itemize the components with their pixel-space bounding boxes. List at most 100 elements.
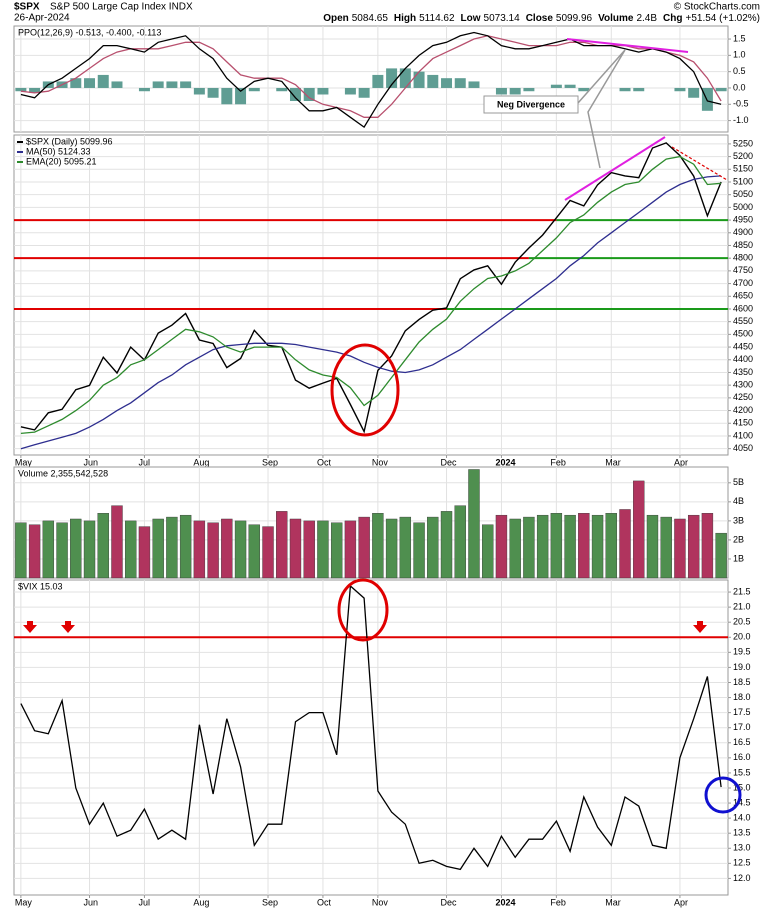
volume-bar [207,522,219,579]
y-tick-label: 4950 [733,214,753,224]
index-name: S&P 500 Large Cap Index INDX [50,2,193,13]
y-tick-label: 4750 [733,265,753,275]
volume-bar [564,514,576,579]
volume-bar [660,516,672,579]
y-tick-label: 4050 [733,443,753,453]
y-tick-label: 4650 [733,291,753,301]
histogram-bar [84,78,96,88]
y-tick-label: 12.5 [733,858,751,868]
y-tick-label: 16.0 [733,752,751,762]
panel [13,579,729,896]
volume-bar [248,524,260,579]
histogram-bar [317,87,329,95]
volume-bar [427,516,439,579]
volume-bar [221,518,233,579]
y-tick-label: 21.5 [733,586,751,596]
histogram-bar [29,87,41,93]
volume-bar [179,514,192,579]
histogram-bar [715,87,727,92]
x-tick-label: Oct [317,897,332,907]
x-tick-label: Feb [550,897,566,907]
histogram-bar [235,87,247,105]
y-tick-label: 16.5 [733,737,751,747]
volume-bar [701,513,714,579]
volume-bar [56,522,68,579]
histogram-bar [495,87,507,95]
y-tick-label: 5B [733,477,744,487]
x-tick-label: 2024 [495,457,515,467]
histogram-bar [427,74,439,88]
histogram-bar [138,87,150,92]
histogram-bar [550,84,562,88]
panel-title: $VIX 15.03 [18,581,63,591]
y-tick-label: 3B [733,515,744,525]
y-tick-label: 4550 [733,316,753,326]
x-tick-label: Sep [262,457,278,467]
histogram-bar [207,87,219,98]
quote-label: Open [323,13,349,24]
histogram-bar [70,78,82,88]
y-tick-label: 5250 [733,138,753,148]
y-tick-label: 19.0 [733,662,751,672]
quote-value: 5073.14 [484,13,521,24]
y-tick-label: 13.5 [733,828,751,838]
volume-bar [440,511,453,579]
volume-bar [303,520,315,579]
volume-bar [385,518,398,579]
quote-label: Close [526,13,554,24]
symbol: $SPX [14,2,40,13]
x-tick-label: Oct [317,457,332,467]
volume-bar [193,520,206,579]
volume-bar [97,513,109,579]
y-tick-label: 21.0 [733,602,751,612]
y-tick-label: -0.5 [733,99,749,109]
panel-title: PPO(12,26,9) -0.513, -0.400, -0.113 [18,27,161,37]
series-line [20,155,722,435]
x-tick-label: Mar [605,457,621,467]
histogram-bar [344,87,356,95]
histogram-bar [358,87,370,98]
y-tick-label: 5100 [733,176,753,186]
y-tick-label: 20.0 [733,632,751,642]
quote-label: High [394,13,416,24]
y-tick-label: 14.0 [733,813,751,823]
x-tick-label: Jun [84,897,99,907]
y-tick-label: 4700 [733,278,753,288]
callout-box [483,95,579,114]
y-tick-label: 4350 [733,367,753,377]
legend-label: EMA(20) 5095.21 [26,156,97,166]
histogram-bar [674,87,686,92]
histogram-bar [468,81,480,88]
histogram-bar [166,81,178,88]
histogram-bar [15,87,27,92]
arrow [23,621,37,633]
volume-bar [15,522,27,579]
y-tick-label: 4250 [733,392,753,402]
volume-bar [523,516,535,579]
y-tick-label: 1.0 [733,50,746,60]
volume-bar [111,505,123,579]
volume-bar [482,524,494,579]
volume-bar [152,518,164,579]
y-tick-label: 15.0 [733,782,751,792]
y-tick-label: 14.5 [733,797,751,807]
volume-bar [578,513,590,579]
quote-label: Volume [598,13,634,24]
volume-bar [509,518,521,579]
y-tick-label: 4800 [733,253,753,263]
x-tick-label: Jul [138,897,150,907]
callout [577,49,626,169]
histogram-bar [221,87,233,105]
y-tick-label: 20.5 [733,617,751,627]
highlight-circle [337,578,389,642]
histogram-bar [152,81,164,88]
y-tick-label: 4450 [733,341,753,351]
volume-bar [591,514,604,579]
y-tick-label: 18.5 [733,677,751,687]
histogram-bar [276,87,288,92]
y-tick-label: 15.5 [733,767,751,777]
volume-bar [619,509,631,579]
volume-bar [399,516,412,579]
